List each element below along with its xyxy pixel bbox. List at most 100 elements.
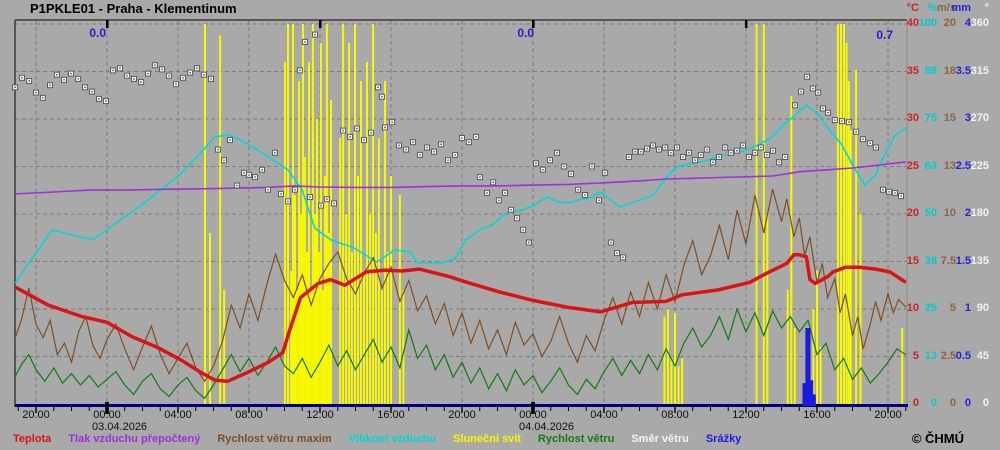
- wind-dir-dot-center: [147, 72, 149, 75]
- wind-dir-dot-center: [724, 146, 726, 149]
- date-label-day2: 04.04.2026: [519, 421, 575, 433]
- wind-dir-dot-center: [412, 141, 414, 143]
- wind-dir-dot-center: [841, 120, 843, 122]
- wind-dir-dot-center: [748, 156, 750, 158]
- wind-dir-dot-center: [800, 90, 802, 93]
- legend-item-pressure: Tlak vzduchu přepočtený: [68, 433, 201, 445]
- wind-dir-dot-center: [274, 152, 276, 154]
- right-axis-header: %: [927, 2, 937, 14]
- wind-dir-dot-center: [203, 74, 205, 76]
- legend-item-sunshine: Sluneční svit: [453, 433, 521, 445]
- top-tick: [319, 20, 322, 28]
- wind-dir-dot-center: [827, 112, 829, 114]
- x-tick-label: 04:00: [164, 409, 192, 421]
- wind-dir-dot-center: [384, 126, 386, 129]
- wind-line: [14, 307, 907, 400]
- right-axis-value: 5: [949, 302, 956, 314]
- wind-dir-dot-center: [287, 200, 289, 202]
- x-tick-label: 00:00: [93, 409, 121, 421]
- wind-dir-dot-center: [563, 165, 565, 168]
- wind-dir-dot-center: [730, 152, 732, 154]
- wind-dir-dot-center: [875, 146, 877, 149]
- wind-dir-dot-center: [370, 132, 372, 134]
- wind-dir-dot-center: [577, 189, 579, 191]
- x-tick-label: 12:00: [306, 409, 334, 421]
- wind-dir-dot-center: [591, 165, 593, 168]
- wind-dir-dot-center: [794, 104, 796, 106]
- x-tick-label: 00:00: [519, 409, 547, 421]
- right-axis-value: 38: [924, 254, 937, 267]
- wind-dir-dot-center: [682, 156, 684, 158]
- wind-dir-dot-center: [299, 69, 301, 72]
- wind-dir-dot-center: [504, 192, 506, 194]
- wind-dir-dot-center: [652, 144, 654, 147]
- wind-dir-dot-center: [161, 68, 163, 71]
- wind-dir-dot-center: [598, 199, 600, 201]
- wind-dir-dot-center: [855, 131, 857, 133]
- wind-dir-dot-center: [784, 156, 786, 158]
- right-axis-value: 0: [964, 397, 971, 409]
- wind-dir-dot-center: [248, 174, 250, 176]
- right-axis-value: 20: [906, 207, 919, 219]
- wind-dir-dot-center: [28, 80, 30, 82]
- wind-dir-dot-center: [882, 189, 884, 191]
- top-tick: [532, 20, 535, 28]
- right-axis-value: 30: [906, 112, 919, 124]
- wind-dir-dot-center: [610, 241, 612, 244]
- wind-dir-dot-center: [718, 156, 720, 158]
- right-axis-value: 35: [906, 64, 919, 77]
- wind-dir-dot-center: [440, 143, 442, 145]
- wind-dir-dot-center: [126, 75, 128, 77]
- wind-dir-dot-center: [848, 121, 850, 123]
- wind-dir-dot-center: [688, 152, 690, 154]
- wind-dir-dot-center: [35, 91, 37, 94]
- wind-dir-dot-center: [304, 41, 306, 43]
- x-tick-label: 08:00: [235, 409, 263, 421]
- right-axis-value: 4: [964, 17, 971, 29]
- midnight-tick: [105, 402, 109, 414]
- wind-dir-dot-center: [182, 77, 184, 79]
- wind-dir-dot-center: [356, 127, 358, 130]
- wind-dir-dot-center: [812, 87, 814, 90]
- right-axis-value: 25: [906, 159, 919, 172]
- pressure-line: [15, 161, 906, 195]
- right-axis-value: 270: [970, 112, 989, 124]
- legend-item-humidity: Vlhkost vzduchu: [348, 433, 437, 445]
- wind-dir-dot-center: [381, 96, 383, 98]
- wind-dir-dot-center: [405, 148, 407, 151]
- wind-dir-dot-center: [326, 198, 328, 200]
- humidity-line: [14, 103, 907, 284]
- right-axis-value: 25: [924, 302, 937, 314]
- wind-dir-dot-center: [712, 161, 714, 163]
- right-axis-value: 90: [976, 302, 989, 314]
- wind-dir-dot-center: [14, 86, 16, 88]
- right-axis-value: 5: [912, 349, 919, 362]
- right-axis-value: 63: [924, 159, 937, 172]
- wind-dir-dot-center: [778, 161, 780, 163]
- wind-dir-dot-center: [49, 84, 51, 86]
- x-tick-label: 20:00: [874, 409, 902, 421]
- wind-dir-dot-center: [542, 169, 544, 171]
- wind-dir-dot-center: [570, 173, 572, 175]
- right-axis-value: 18: [943, 64, 956, 77]
- wind-dir-dot-center: [604, 172, 606, 174]
- wind-dir-dot-center: [363, 139, 365, 141]
- wind-dir-dot-center: [468, 141, 470, 143]
- wind-dir-dot-center: [105, 100, 107, 102]
- right-axis-value: 180: [970, 207, 989, 219]
- wind-dir-dot-center: [189, 71, 191, 74]
- right-axis-value: 88: [924, 64, 937, 77]
- right-axis-value: 100: [918, 17, 937, 29]
- wind-dir-dot-center: [254, 176, 256, 178]
- wind-dir-dot-center: [869, 142, 871, 144]
- wind-dir-dot-center: [498, 199, 500, 201]
- x-tick-label: 20:00: [22, 409, 50, 421]
- wind-dir-dot-center: [210, 78, 212, 80]
- wind-dir-dot-center: [475, 136, 477, 138]
- wind-dir-dot-center: [664, 146, 666, 149]
- copyright: © ČHMÚ: [911, 431, 964, 446]
- right-axis-value: 13: [924, 349, 937, 362]
- wind-dir-dot-center: [243, 172, 245, 174]
- wind-dir-dot-center: [21, 77, 23, 79]
